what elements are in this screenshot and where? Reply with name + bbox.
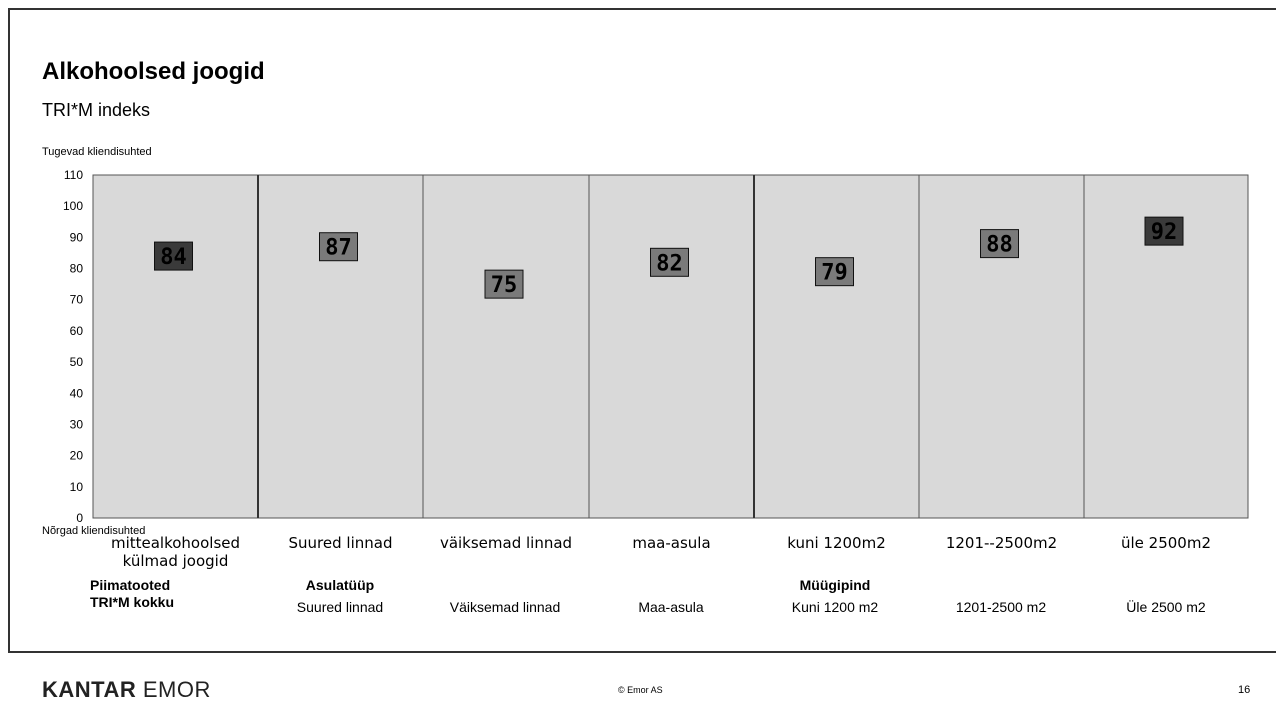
y-tick-label: 40 (70, 386, 84, 400)
sub-label-1201-2500: 1201-2500 m2 (955, 599, 1047, 615)
data-label: 79 (821, 261, 848, 286)
data-label: 75 (491, 273, 518, 298)
category-panel (422, 174, 590, 519)
category-label: väiksemad linnad (440, 534, 572, 552)
category-label: 1201--2500m2 (946, 534, 1057, 552)
sub-label-rural: Maa-asula (638, 599, 704, 615)
category-panel (92, 174, 259, 519)
category-panel (257, 174, 424, 519)
category-label: Suured linnad (289, 534, 393, 552)
data-marker (1144, 216, 1184, 246)
category-label: üle 2500m2 (1121, 534, 1211, 552)
data-marker (484, 269, 524, 299)
copyright: © Emor AS (618, 685, 663, 695)
y-tick-label: 0 (76, 511, 83, 525)
category-panel (918, 174, 1085, 519)
data-marker (319, 232, 358, 262)
y-axis-bottom-label: Nõrgad kliendisuhted (42, 525, 146, 537)
y-tick-label: 60 (70, 324, 84, 338)
data-marker (650, 247, 689, 277)
page-title: Alkohoolsed joogid (42, 58, 265, 85)
y-tick-label: 50 (70, 355, 84, 369)
y-tick-label: 10 (70, 480, 84, 494)
y-tick-label: 110 (64, 168, 83, 182)
data-marker (815, 257, 854, 287)
data-label: 82 (656, 251, 683, 276)
chart: 0 10 20 30 40 50 60 70 80 90 100 110 84 87 75 82 79 88 92 m… (63, 168, 1249, 570)
data-marker (980, 229, 1019, 259)
y-tick-label: 90 (70, 230, 84, 244)
y-axis-top-label: Tugevad kliendisuhted (42, 146, 152, 158)
group-label-store-area: Müügipind (799, 577, 871, 593)
sub-label-over-2500: Üle 2500 m2 (1126, 599, 1206, 615)
y-tick-label: 80 (70, 262, 84, 276)
frame-top-border (8, 8, 1276, 10)
y-tick-label: 20 (70, 449, 84, 463)
y-tick-label: 70 (70, 293, 84, 307)
logo-emor: EMOR (142, 677, 211, 702)
data-label: 84 (160, 245, 187, 270)
group-label-total: Piimatooted TRI*M kokku (90, 577, 175, 610)
sub-label-large-cities: Suured linnad (296, 599, 384, 615)
y-tick-label: 100 (63, 199, 83, 213)
category-panel (588, 174, 755, 519)
data-label: 88 (986, 233, 1013, 258)
kantar-emor-logo: KANTAR EMOR (42, 677, 211, 703)
sub-label-under-1200: Kuni 1200 m2 (791, 599, 879, 615)
frame-left-border (8, 8, 10, 652)
data-label: 92 (1151, 220, 1178, 245)
y-tick-label: 30 (70, 417, 84, 431)
category-panel (753, 174, 920, 519)
group-label-settlement-type: Asulatüüp (305, 577, 375, 593)
data-marker (154, 241, 193, 271)
frame-bottom-border (8, 651, 1276, 653)
logo-kantar: KANTAR (42, 677, 137, 702)
page-subtitle: TRI*M indeks (42, 100, 151, 120)
sub-label-smaller-cities: Väiksemad linnad (449, 599, 561, 615)
data-label: 87 (325, 236, 352, 261)
category-label: mittealkohoolsed külmad joogid (111, 534, 240, 570)
page-number: 16 (1238, 684, 1251, 696)
category-label: maa-asula (632, 534, 710, 552)
category-label: kuni 1200m2 (787, 534, 886, 552)
